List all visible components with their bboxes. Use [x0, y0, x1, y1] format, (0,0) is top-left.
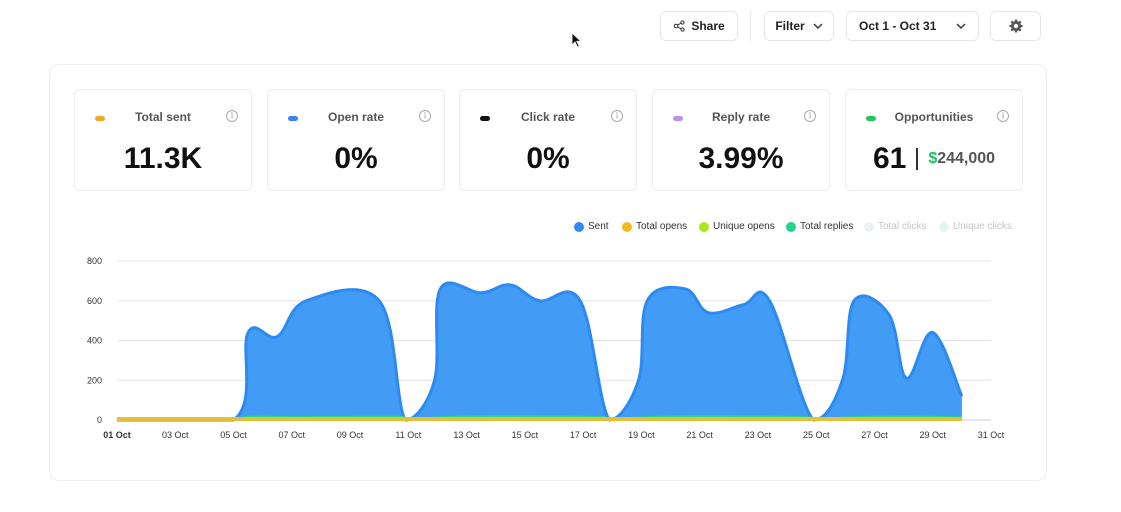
legend-swatch: [699, 221, 709, 232]
x-tick-label: 05 Oct: [220, 430, 247, 440]
legend-swatch: [574, 221, 584, 232]
legend-item-total-opens[interactable]: Total opens: [622, 221, 687, 232]
metric-value: 0%: [334, 142, 378, 175]
share-label: Share: [691, 19, 725, 33]
x-tick-label: 17 Oct: [570, 430, 597, 440]
y-tick-label: 600: [87, 296, 102, 306]
metric-card-click-rate[interactable]: Click rate i 0%: [459, 89, 637, 191]
legend-swatch: [622, 221, 632, 232]
sent-line: [117, 281, 964, 422]
y-tick-label: 0: [97, 415, 102, 425]
legend-label: Total replies: [800, 221, 854, 232]
legend-dot: [95, 116, 105, 121]
legend-label: Total opens: [636, 221, 688, 232]
x-tick-label: 29 Oct: [919, 430, 946, 440]
legend-label: Unique opens: [713, 221, 775, 232]
info-icon[interactable]: i: [804, 110, 816, 122]
sent-area-chart[interactable]: 0 200 400 600 800 01 Oct 03 Oct 05 Oct 07 Oct 09 …: [50, 65, 1048, 482]
legend-label: Sent: [588, 221, 609, 232]
x-tick-label: 09 Oct: [337, 430, 364, 440]
legend-dot: [673, 116, 683, 121]
share-button[interactable]: Share: [660, 11, 738, 41]
mouse-cursor-icon: [571, 32, 583, 53]
legend-item-total-replies[interactable]: Total replies: [786, 221, 853, 232]
x-tick-label: 31 Oct: [978, 430, 1005, 440]
x-tick-label: 01 Oct: [103, 430, 131, 440]
metric-value: 11.3K: [123, 142, 203, 175]
legend-dot: [866, 116, 876, 121]
analytics-panel: Total sent i 11.3K Open rate i 0% Click …: [49, 64, 1047, 481]
metric-label: Reply rate: [711, 110, 771, 124]
currency-symbol: $: [928, 150, 938, 167]
chevron-down-icon: [813, 23, 823, 29]
x-tick-label: 11 Oct: [395, 430, 421, 440]
legend-item-total-clicks[interactable]: Total clicks: [864, 221, 926, 232]
metric-label: Open rate: [327, 110, 384, 124]
y-tick-label: 800: [87, 256, 102, 266]
legend-item-unique-opens[interactable]: Unique opens: [699, 221, 775, 232]
settings-button[interactable]: [990, 11, 1041, 41]
filter-label: Filter: [775, 19, 805, 33]
opportunities-value: 61 $244,000: [846, 142, 1022, 176]
x-tick-label: 07 Oct: [279, 430, 306, 440]
info-icon[interactable]: i: [419, 110, 431, 122]
chevron-down-icon: [956, 23, 966, 29]
y-tick-label: 200: [87, 375, 102, 385]
value-separator: [916, 148, 919, 170]
info-icon[interactable]: i: [611, 110, 623, 122]
metric-card-opportunities[interactable]: Opportunities i 61 $244,000: [845, 89, 1023, 191]
toolbar: Share Filter Oct 1 - Oct 31: [0, 11, 1121, 41]
metric-label: Total sent: [135, 110, 191, 124]
y-tick-label: 400: [87, 336, 102, 346]
metric-value: 3.99%: [698, 142, 784, 175]
amount-value: 244,000: [937, 150, 996, 167]
x-tick-label: 03 Oct: [162, 430, 189, 440]
info-icon[interactable]: i: [226, 110, 238, 122]
metric-label: Click rate: [520, 110, 576, 124]
legend-item-sent[interactable]: Sent: [574, 221, 609, 232]
legend-dot: [480, 116, 490, 121]
legend-swatch: [864, 221, 874, 232]
x-tick-label: 15 Oct: [512, 430, 539, 440]
chart-legend: Sent Total opens Unique opens Total repl…: [50, 221, 1046, 235]
metric-label: Opportunities: [894, 110, 974, 124]
date-range-label: Oct 1 - Oct 31: [859, 19, 937, 33]
opportunity-amount: $244,000: [928, 150, 995, 168]
info-icon[interactable]: i: [997, 110, 1009, 122]
x-tick-label: 13 Oct: [453, 430, 480, 440]
x-tick-label: 23 Oct: [745, 430, 772, 440]
metric-card-open-rate[interactable]: Open rate i 0%: [267, 89, 445, 191]
share-icon: [673, 20, 685, 32]
x-tick-label: 25 Oct: [803, 430, 830, 440]
gear-icon: [1009, 19, 1023, 33]
x-tick-label: 27 Oct: [861, 430, 888, 440]
date-range-select[interactable]: Oct 1 - Oct 31: [846, 11, 979, 41]
metric-value: 0%: [526, 142, 570, 175]
metric-card-reply-rate[interactable]: Reply rate i 3.99%: [652, 89, 830, 191]
metric-card-total-sent[interactable]: Total sent i 11.3K: [74, 89, 252, 191]
legend-label: Unique clicks: [953, 221, 1012, 232]
filter-button[interactable]: Filter: [764, 11, 834, 41]
x-tick-label: 19 Oct: [628, 430, 655, 440]
sent-area: [117, 282, 962, 420]
metric-value: 61: [872, 142, 907, 175]
legend-swatch: [939, 221, 949, 232]
legend-swatch: [786, 221, 796, 232]
toolbar-divider: [750, 11, 751, 41]
legend-dot: [288, 116, 298, 121]
x-tick-label: 21 Oct: [686, 430, 713, 440]
legend-label: Total clicks: [878, 221, 927, 232]
legend-item-unique-clicks[interactable]: Unique clicks: [939, 221, 1012, 232]
